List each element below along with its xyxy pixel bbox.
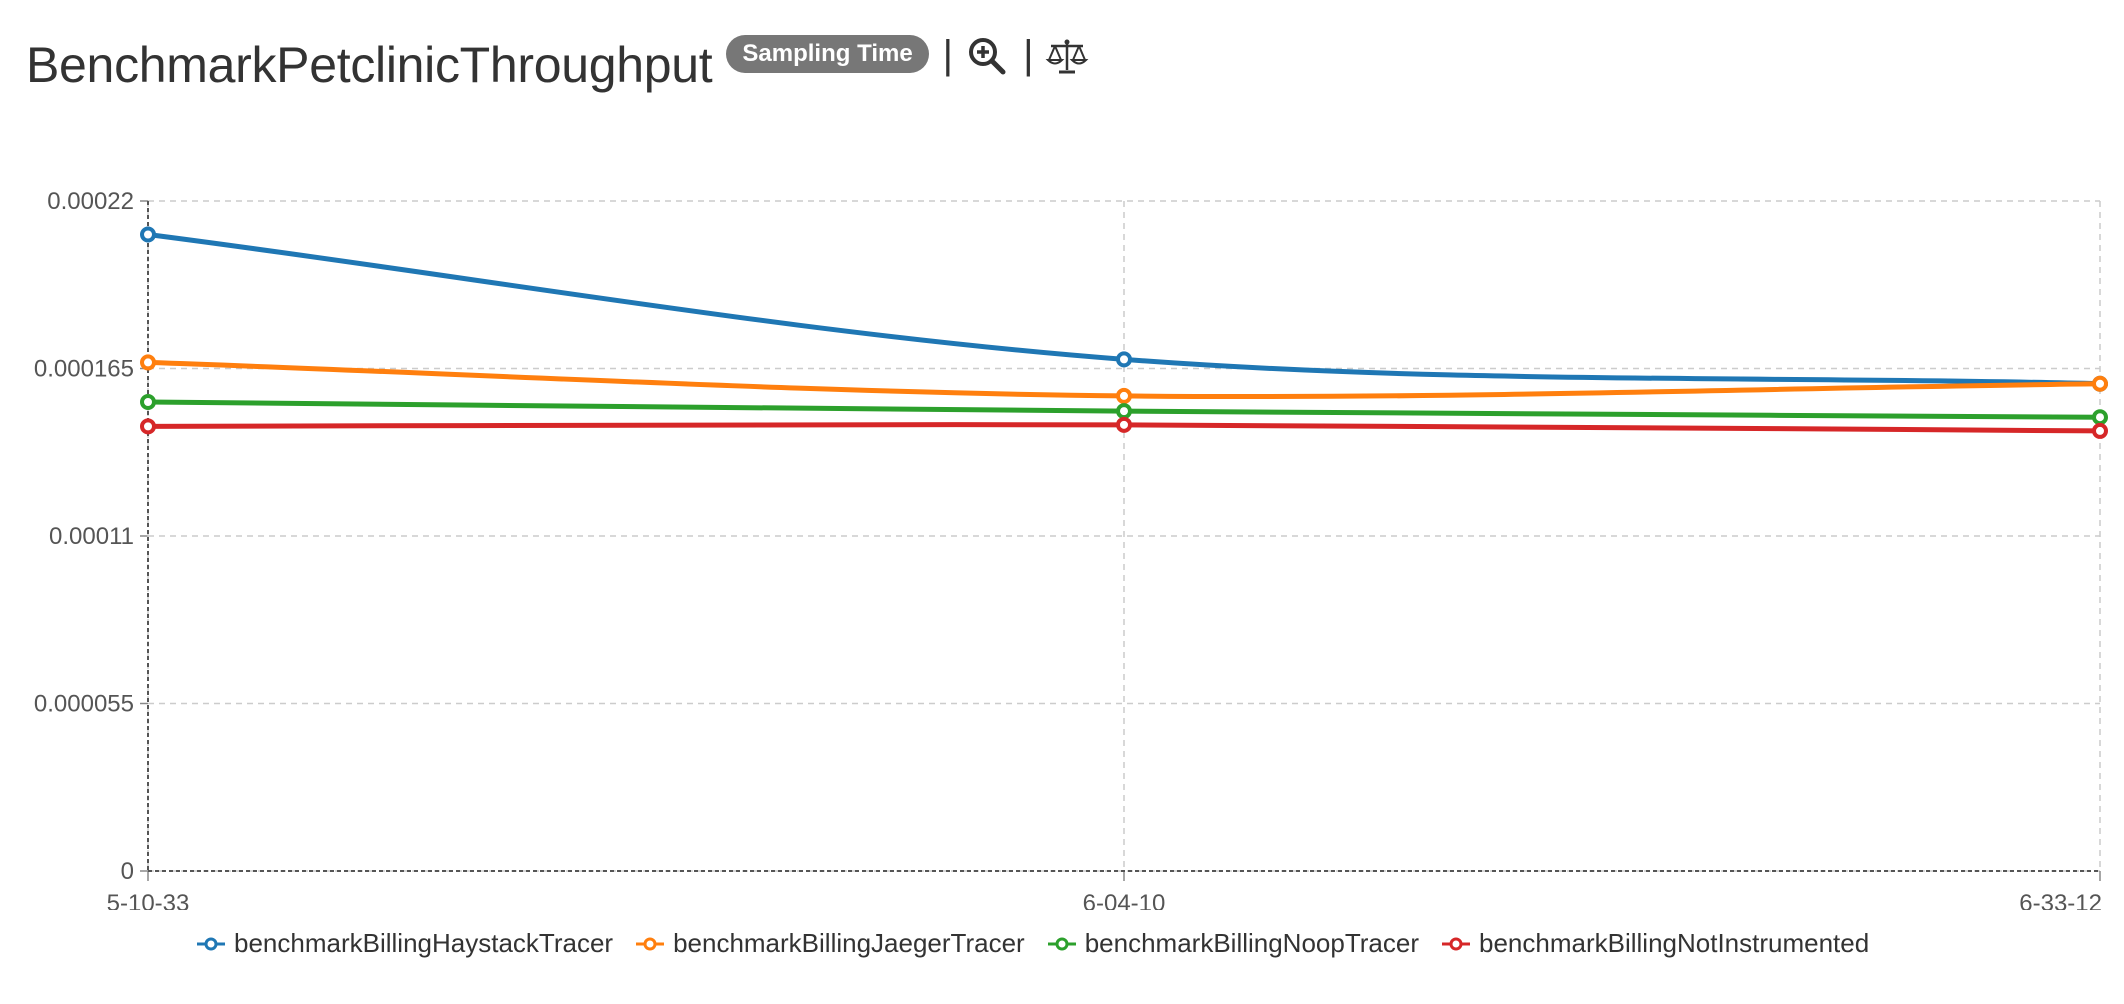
data-point-1-2 <box>2092 375 2108 392</box>
chart-header: BenchmarkPetclinicThroughput Sampling Ti… <box>26 30 1089 102</box>
y-tick-label: 0.000055 <box>34 691 134 718</box>
legend-item[interactable]: benchmarkBillingNoopTracer <box>1047 928 1419 959</box>
legend-label: benchmarkBillingJaegerTracer <box>673 928 1025 958</box>
legend-label: benchmarkBillingHaystackTracer <box>234 928 614 958</box>
legend-item[interactable]: benchmarkBillingJaegerTracer <box>635 928 1025 959</box>
y-tick-label: 0 <box>121 858 134 885</box>
legend-swatch-icon <box>1442 937 1470 950</box>
zoom-in-icon[interactable] <box>965 34 1009 78</box>
data-point-2-1 <box>1116 403 1132 420</box>
toolbar-separator-2: | <box>1023 33 1034 77</box>
page-title: BenchmarkPetclinicThroughput <box>26 37 713 93</box>
x-tick-label: 6-04-10 <box>1083 890 1166 910</box>
data-point-2-2 <box>2092 409 2108 426</box>
data-point-1-1 <box>1116 387 1132 404</box>
legend-item[interactable]: benchmarkBillingHaystackTracer <box>196 928 613 959</box>
line-chart: 0 0.000055 0.00011 0.000165 0.00022 5-10-33 6-… <box>34 188 2108 910</box>
legend-swatch-icon <box>1047 937 1076 950</box>
data-point-1-0 <box>140 354 156 371</box>
legend-swatch-icon <box>636 937 665 950</box>
y-tick-label: 0.00022 <box>47 188 134 215</box>
legend-item[interactable]: benchmarkBillingNotInstrumented <box>1441 928 1869 959</box>
chart-area: 0 0.000055 0.00011 0.000165 0.00022 5-10-33 6-… <box>0 150 2124 910</box>
data-point-3-2 <box>2092 422 2108 439</box>
legend-swatch-icon <box>197 937 225 950</box>
data-point-3-1 <box>1116 416 1132 433</box>
data-point-2-0 <box>140 394 156 410</box>
data-point-0-1 <box>1116 351 1132 368</box>
sampling-time-badge[interactable]: Sampling Time <box>726 35 929 73</box>
legend-label: benchmarkBillingNotInstrumented <box>1479 928 1870 958</box>
data-point-0-0 <box>140 226 156 243</box>
chart-legend: benchmarkBillingHaystackTracer benchmarkB… <box>196 928 1891 959</box>
y-tick-label: 0.000165 <box>34 356 134 383</box>
data-point-3-0 <box>140 418 156 435</box>
scale-balance-icon[interactable] <box>1045 34 1089 78</box>
x-tick-label: 6-33-12 <box>2019 890 2102 910</box>
toolbar-separator: | <box>942 33 954 77</box>
x-tick-label: 5-10-33 <box>107 890 190 910</box>
legend-label: benchmarkBillingNoopTracer <box>1084 928 1419 958</box>
y-tick-label: 0.00011 <box>49 523 134 550</box>
